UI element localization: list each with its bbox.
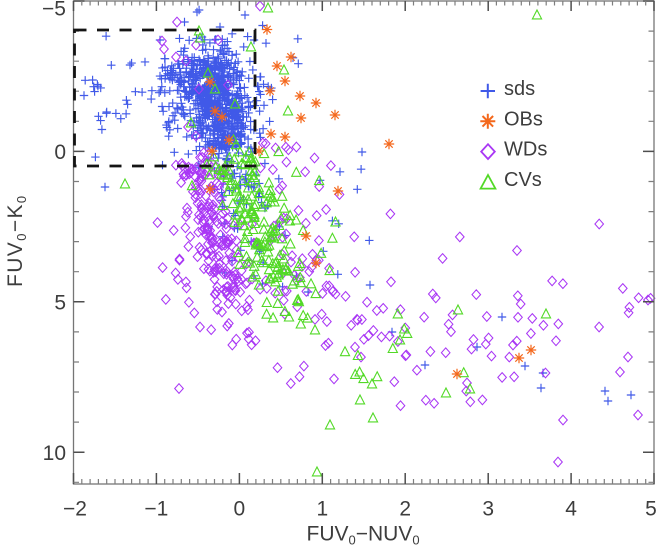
svg-text:1: 1 — [316, 497, 328, 520]
svg-text:−5: −5 — [42, 0, 66, 21]
svg-text:4: 4 — [565, 497, 577, 520]
svg-text:2: 2 — [399, 497, 411, 520]
svg-text:sds: sds — [504, 78, 535, 100]
svg-text:CVs: CVs — [504, 169, 542, 191]
svg-text:FUV0−NUV0: FUV0−NUV0 — [307, 522, 420, 546]
svg-text:0: 0 — [234, 497, 246, 520]
svg-text:5: 5 — [54, 291, 66, 314]
svg-text:FUV0−K0: FUV0−K0 — [4, 194, 29, 287]
svg-text:5: 5 — [645, 497, 657, 520]
svg-text:OBs: OBs — [504, 108, 543, 130]
svg-text:WDs: WDs — [504, 138, 547, 160]
svg-text:3: 3 — [482, 497, 494, 520]
svg-text:10: 10 — [43, 442, 66, 465]
svg-text:−2: −2 — [63, 497, 87, 520]
svg-text:0: 0 — [54, 141, 66, 164]
svg-text:−1: −1 — [144, 497, 168, 520]
